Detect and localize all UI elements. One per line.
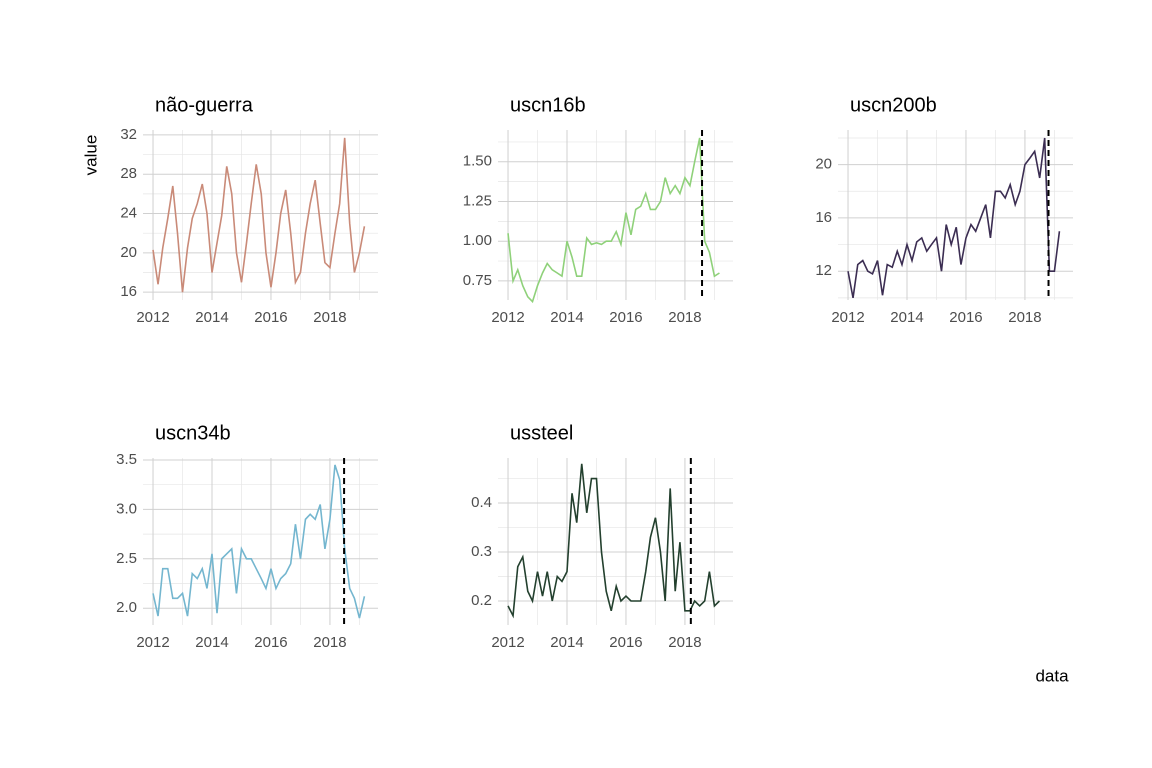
panel-title: uscn200b: [850, 94, 937, 116]
y-tick-label: 0.4: [471, 494, 492, 511]
y-tick-label: 2.0: [116, 599, 137, 616]
x-tick-label: 2014: [195, 309, 228, 326]
y-tick-label: 0.2: [471, 592, 492, 609]
y-tick-label: 20: [120, 244, 137, 261]
y-tick-label: 28: [120, 165, 137, 182]
y-tick-label: 20: [815, 156, 832, 173]
y-tick-label: 16: [120, 283, 137, 300]
x-tick-label: 2014: [550, 634, 583, 651]
panel-title: uscn34b: [155, 422, 231, 444]
series-line: [152, 137, 366, 293]
x-tick-label: 2016: [254, 309, 287, 326]
x-tick-label: 2014: [550, 309, 583, 326]
y-tick-label: 32: [120, 126, 137, 143]
x-tick-label: 2018: [313, 309, 346, 326]
y-tick-label: 12: [815, 262, 832, 279]
y-tick-label: 2.5: [116, 550, 137, 567]
y-tick-label: 24: [120, 204, 137, 221]
x-tick-label: 2018: [668, 634, 701, 651]
x-tick-label: 2018: [668, 309, 701, 326]
y-tick-label: 0.75: [463, 272, 492, 289]
panel-title: ussteel: [510, 422, 573, 444]
y-tick-label: 1.50: [463, 153, 492, 170]
x-tick-label: 2016: [609, 634, 642, 651]
x-tick-label: 2012: [491, 634, 524, 651]
panel-title: uscn16b: [510, 94, 586, 116]
x-tick-label: 2012: [136, 634, 169, 651]
series-line: [507, 137, 720, 304]
y-tick-label: 16: [815, 209, 832, 226]
series-line: [507, 463, 720, 619]
x-tick-label: 2018: [313, 634, 346, 651]
y-axis-label: value: [81, 135, 100, 176]
x-tick-label: 2012: [491, 309, 524, 326]
x-axis-label: data: [1035, 666, 1069, 685]
x-tick-label: 2016: [949, 309, 982, 326]
x-tick-label: 2012: [136, 309, 169, 326]
x-tick-label: 2014: [890, 309, 923, 326]
panel-title: não-guerra: [155, 94, 254, 116]
y-tick-label: 1.00: [463, 232, 492, 249]
x-tick-label: 2012: [831, 309, 864, 326]
x-tick-label: 2014: [195, 634, 228, 651]
series-line: [847, 137, 1061, 299]
y-tick-label: 3.5: [116, 451, 137, 468]
x-tick-label: 2016: [254, 634, 287, 651]
x-tick-label: 2018: [1008, 309, 1041, 326]
y-tick-label: 3.0: [116, 500, 137, 517]
y-tick-label: 1.25: [463, 192, 492, 209]
series-line: [152, 464, 366, 619]
x-tick-label: 2016: [609, 309, 642, 326]
y-tick-label: 0.3: [471, 543, 492, 560]
